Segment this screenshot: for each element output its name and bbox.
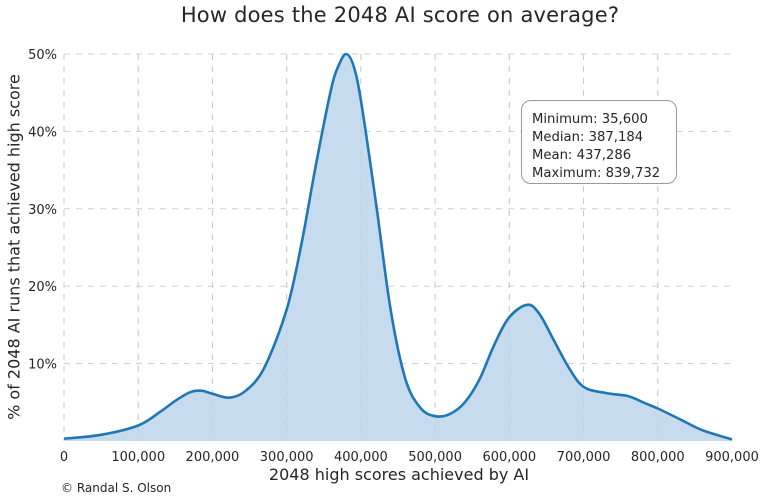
x-tick-label: 400,000 bbox=[334, 450, 388, 465]
y-tick-label: 20% bbox=[28, 280, 57, 295]
x-tick-label: 0 bbox=[60, 450, 68, 465]
x-axis-ticks: 0 100,000 200,000 300,000 400,000 500,000 600,… bbox=[60, 450, 759, 465]
y-tick-label: 30% bbox=[28, 203, 57, 218]
y-tick-label: 50% bbox=[28, 48, 57, 63]
x-tick-label: 500,000 bbox=[408, 450, 462, 465]
density-line bbox=[63, 52, 733, 441]
x-tick-label: 700,000 bbox=[557, 450, 611, 465]
x-tick-label: 100,000 bbox=[111, 450, 165, 465]
stat-median: Median: 387,184 bbox=[532, 130, 644, 145]
x-tick-label: 800,000 bbox=[631, 450, 685, 465]
y-axis-label: % of 2048 AI runs that achieved high sco… bbox=[4, 74, 24, 420]
density-area-fill bbox=[64, 54, 732, 441]
x-tick-label: 200,000 bbox=[186, 450, 240, 465]
y-tick-label: 40% bbox=[28, 125, 57, 140]
x-tick-label: 900,000 bbox=[705, 450, 759, 465]
stat-mean: Mean: 437,286 bbox=[532, 148, 632, 163]
x-tick-label: 600,000 bbox=[482, 450, 536, 465]
x-axis-label: 2048 high scores achieved by AI bbox=[268, 465, 530, 484]
x-tick-label: 300,000 bbox=[260, 450, 314, 465]
summary-stats-box: Minimum: 35,600 Median: 387,184 Mean: 43… bbox=[521, 100, 677, 184]
y-axis-ticks: 10% 20% 30% 40% 50% bbox=[28, 48, 57, 373]
copyright-credit: © Randal S. Olson bbox=[61, 481, 172, 495]
stat-maximum: Maximum: 839,732 bbox=[532, 166, 661, 181]
chart-title: How does the 2048 AI score on average? bbox=[180, 3, 620, 27]
stat-minimum: Minimum: 35,600 bbox=[532, 112, 648, 127]
y-tick-label: 10% bbox=[28, 358, 57, 373]
